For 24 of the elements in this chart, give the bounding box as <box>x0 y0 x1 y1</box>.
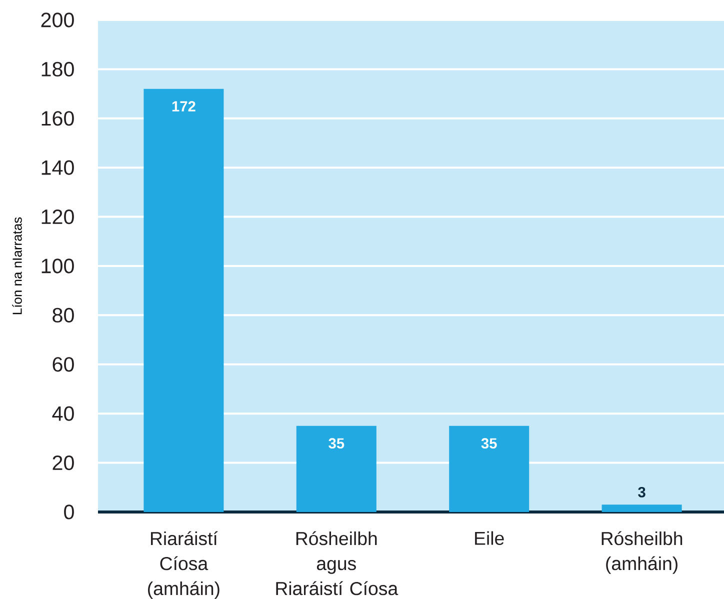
y-axis-title: Líon na nIarratas <box>12 217 22 314</box>
x-tick-label: Eile <box>475 531 504 545</box>
x-tick-label: Rósheilbh agus Riaráistí Cíosa <box>276 531 398 596</box>
data-label: 3 <box>638 486 646 498</box>
y-tick-label: 80 <box>52 308 74 323</box>
bar <box>449 426 530 512</box>
bar <box>144 88 224 512</box>
data-label: 35 <box>481 438 497 449</box>
y-tick-label: 40 <box>52 406 74 421</box>
y-tick-label: 100 <box>42 258 74 274</box>
data-label: 172 <box>172 101 196 112</box>
y-tick-label: 120 <box>42 209 74 224</box>
bar <box>296 426 376 512</box>
x-tick-label: Riaráistí Cíosa (amháin) <box>148 531 220 599</box>
y-tick-label: 140 <box>42 160 74 175</box>
y-tick-label: 160 <box>42 111 74 126</box>
data-label: 35 <box>328 438 344 449</box>
bar <box>602 504 682 512</box>
y-tick-label: 20 <box>52 455 74 470</box>
y-tick-label: 200 <box>41 12 74 28</box>
y-tick-label: 180 <box>42 62 74 77</box>
x-tick-label: Rósheilbh (amháin) <box>602 531 682 574</box>
y-tick-label: 60 <box>52 357 74 372</box>
y-tick-label: 0 <box>64 504 74 520</box>
